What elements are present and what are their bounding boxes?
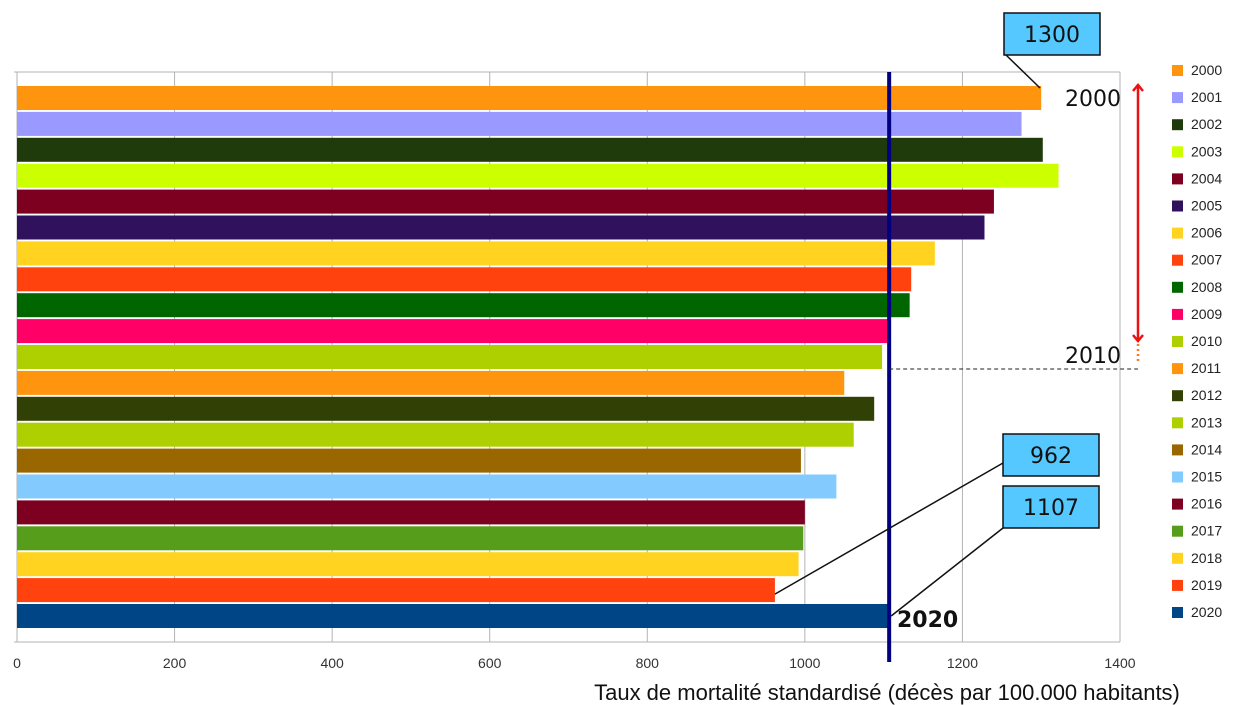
callout-connectors: [774, 54, 1041, 617]
legend-label-2019: 2019: [1191, 577, 1222, 593]
legend-swatch-2014: [1172, 444, 1183, 456]
legend-label-2003: 2003: [1191, 143, 1222, 159]
bar-2001: [17, 111, 1022, 136]
bar-2006: [17, 241, 935, 266]
legend-swatch-2003: [1172, 146, 1183, 158]
bar-2016: [17, 500, 805, 525]
legend-label-2002: 2002: [1191, 116, 1222, 132]
bar-2003: [17, 163, 1059, 188]
legend-label-2011: 2011: [1191, 360, 1221, 376]
range-end-label: 2010: [1065, 344, 1121, 369]
legend-swatch-2004: [1172, 173, 1183, 185]
legend-label-2016: 2016: [1191, 496, 1222, 512]
legend-label-2013: 2013: [1191, 414, 1222, 430]
legend-label-2014: 2014: [1191, 441, 1222, 457]
bar-2015: [17, 474, 837, 499]
legend-label-2010: 2010: [1191, 333, 1222, 349]
bars: [17, 86, 1059, 628]
legend-swatch-2013: [1172, 417, 1183, 429]
callout-text-mid: 962: [1030, 444, 1072, 469]
legend-label-2017: 2017: [1191, 523, 1222, 539]
range-start-label: 2000: [1065, 87, 1121, 112]
bar-2012: [17, 396, 875, 421]
callout-text-low: 1107: [1023, 496, 1079, 521]
legend-swatch-2020: [1172, 607, 1183, 618]
legend-label-2007: 2007: [1191, 252, 1222, 268]
bar-2019: [17, 578, 775, 603]
x-tick-label: 400: [320, 655, 344, 671]
legend-label-2015: 2015: [1191, 469, 1222, 485]
bar-2018: [17, 552, 799, 577]
bar-2008: [17, 293, 910, 318]
bar-2002: [17, 137, 1043, 162]
legend-label-2009: 2009: [1191, 306, 1222, 322]
x-tick-label: 800: [636, 655, 660, 671]
legend-swatch-2001: [1172, 92, 1183, 104]
legend-swatch-2006: [1172, 227, 1183, 239]
legend-swatch-2002: [1172, 119, 1183, 131]
x-axis-title: Taux de mortalité standardisé (décès par…: [594, 680, 1180, 705]
bar-2017: [17, 526, 804, 551]
legend: 2000 2001 2002 2003 2004 2005 2006 2007 2008 2009…: [1172, 62, 1222, 620]
bar-2005: [17, 215, 985, 240]
callout-box-top: [1003, 12, 1101, 56]
legend-swatch-2018: [1172, 552, 1183, 564]
legend-label-2001: 2001: [1191, 89, 1222, 105]
bar-2013: [17, 422, 854, 447]
bar-2010: [17, 345, 883, 369]
bar-label-2020: 2020: [897, 608, 958, 633]
legend-label-2012: 2012: [1191, 387, 1222, 403]
legend-label-2008: 2008: [1191, 279, 1222, 295]
legend-label-2000: 2000: [1191, 62, 1222, 78]
x-tick-label: 200: [163, 655, 187, 671]
x-tick-labels: 0 200 400 600 800 1000 1200 1400: [13, 655, 1136, 671]
legend-swatch-2009: [1172, 308, 1183, 320]
legend-swatch-2010: [1172, 336, 1183, 347]
x-tick-label: 600: [478, 655, 502, 671]
legend-label-2005: 2005: [1191, 198, 1222, 214]
legend-swatch-2011: [1172, 363, 1183, 375]
legend-label-2006: 2006: [1191, 225, 1222, 241]
callout-text-top: 1300: [1024, 23, 1080, 48]
x-tick-label: 1000: [789, 655, 820, 671]
legend-swatch-2005: [1172, 200, 1183, 212]
bar-2007: [17, 267, 912, 292]
bar-2000: [17, 86, 1042, 110]
bar-2014: [17, 448, 801, 473]
legend-label-2020: 2020: [1191, 604, 1222, 620]
legend-label-2018: 2018: [1191, 550, 1222, 566]
legend-swatch-2007: [1172, 254, 1183, 266]
legend-swatch-2019: [1172, 579, 1183, 591]
legend-swatch-2012: [1172, 390, 1183, 402]
x-tick-label: 1400: [1104, 655, 1135, 671]
legend-swatch-2017: [1172, 525, 1183, 537]
callout-box-mid: [1002, 433, 1100, 477]
connector-mid: [774, 462, 1004, 595]
connector-top: [1005, 54, 1041, 89]
bar-2020: [17, 604, 890, 628]
bar-2004: [17, 189, 994, 214]
legend-swatch-2015: [1172, 471, 1183, 483]
x-tick-label: 0: [13, 655, 21, 671]
legend-label-2004: 2004: [1191, 170, 1222, 186]
connector-low: [890, 527, 1004, 617]
legend-swatch-2000: [1172, 65, 1183, 76]
legend-swatch-2016: [1172, 498, 1183, 510]
callout-box-low: [1002, 485, 1100, 529]
bar-2009: [17, 319, 890, 344]
legend-swatch-2008: [1172, 281, 1183, 293]
x-tick-label: 1200: [947, 655, 978, 671]
bar-2011: [17, 370, 845, 395]
